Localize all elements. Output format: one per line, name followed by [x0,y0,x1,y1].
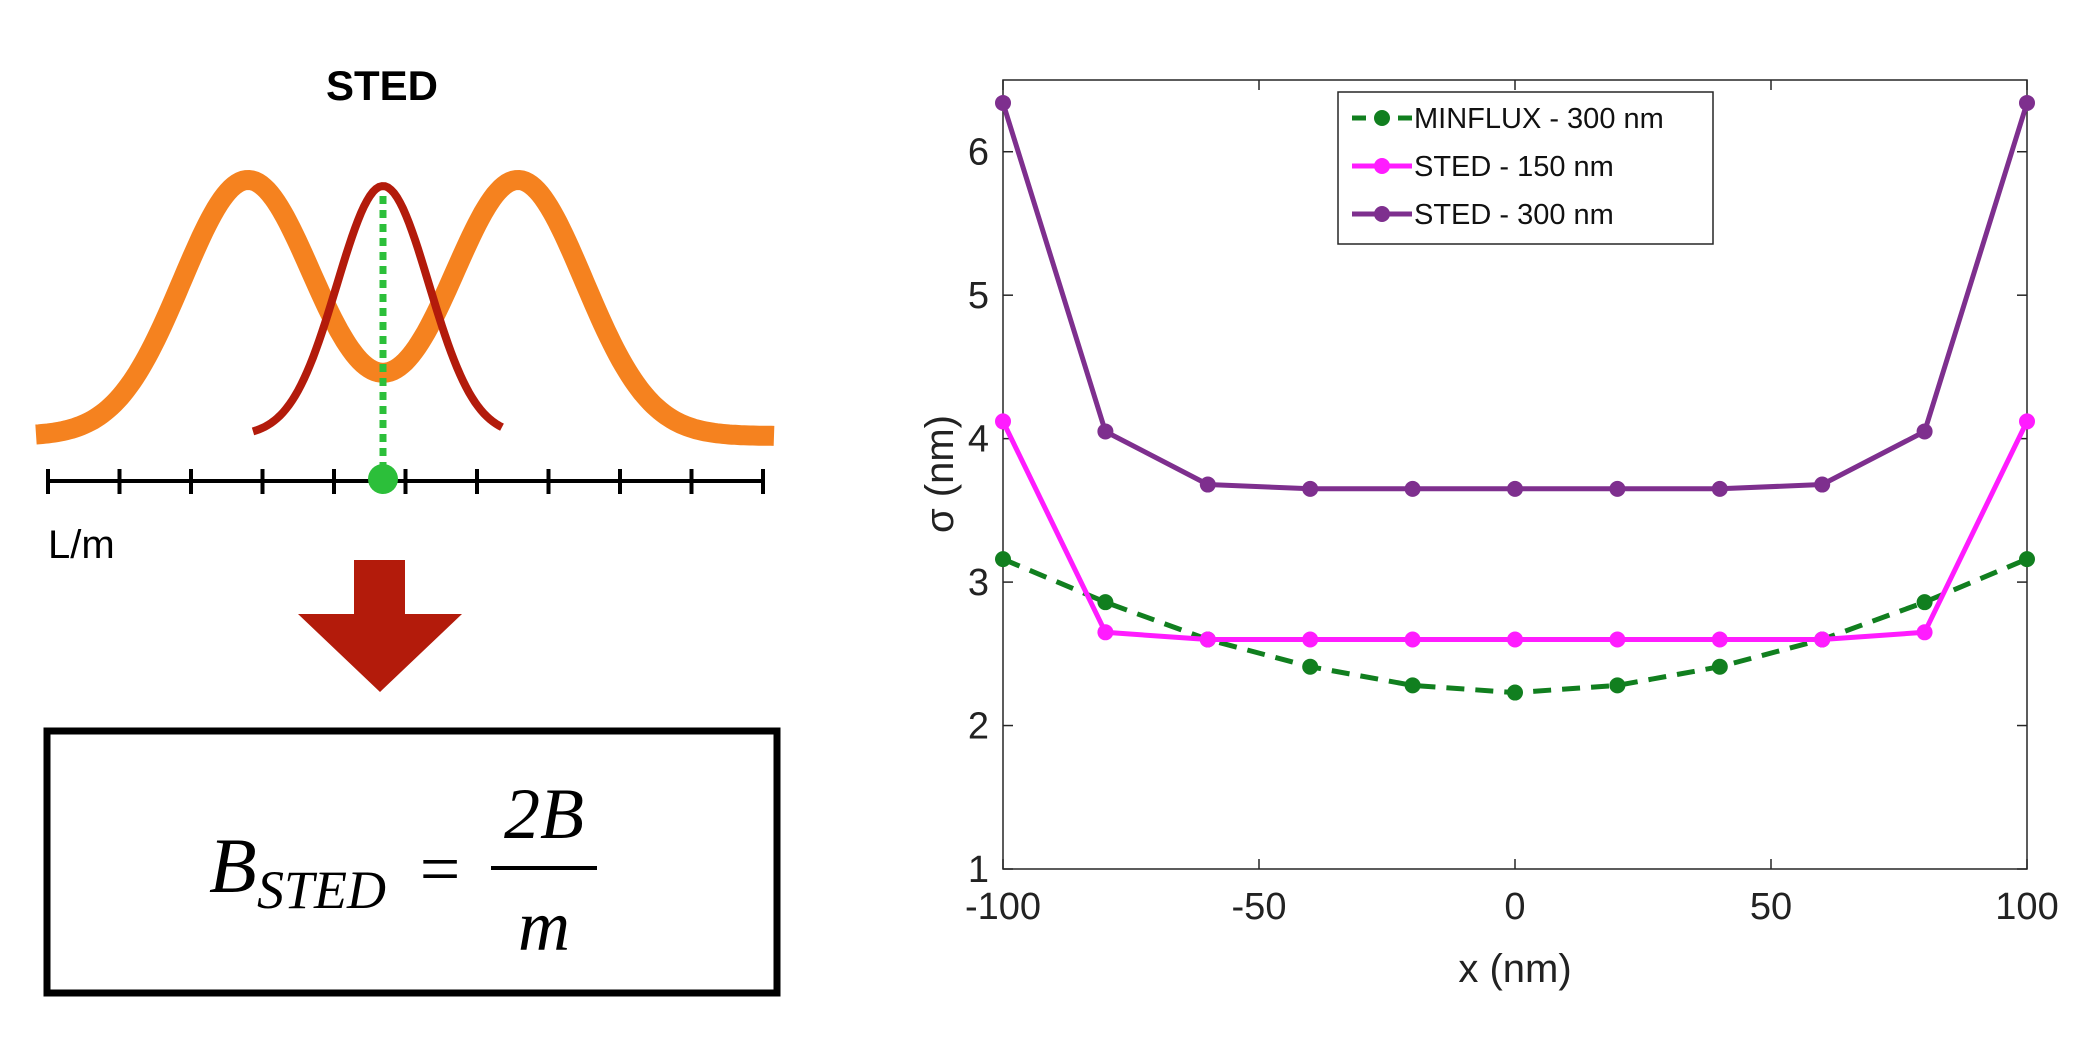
x-axis-ticks: -100 -50 0 50 100 [965,80,2059,928]
data-point [995,413,1011,430]
formula-denominator: m [518,886,570,966]
series-minflux-300-nm [995,551,2035,701]
data-point [1404,631,1421,648]
center-position-dot [368,464,398,494]
x-axis-label: x (nm) [1458,947,1571,991]
data-point [995,551,1011,568]
donut-profile-curve [35,169,775,446]
data-point [1302,631,1319,648]
data-point [1199,631,1216,648]
formula-numerator: 2B [504,774,584,854]
data-point [1097,624,1114,641]
y-tick-label: 4 [968,419,989,461]
formula: B STED = 2B m [209,774,597,966]
data-point [1302,480,1319,497]
data-point [1711,480,1728,497]
y-tick-label: 3 [968,562,989,604]
legend-marker [1374,206,1390,222]
data-point [1711,631,1728,648]
x-tick-label: -50 [1232,886,1287,928]
series-line [1000,420,2030,642]
y-tick-label: 2 [968,706,989,748]
data-point [995,94,1011,111]
data-point [1814,631,1831,648]
y-tick-label: 5 [968,275,989,317]
legend-marker [1374,110,1390,126]
data-point [1609,677,1626,694]
data-point [1916,423,1933,440]
data-point [1097,423,1114,440]
formula-equals: = [420,829,461,909]
sigma-vs-x-chart: -100 -50 0 50 100 1 2 3 4 5 6 x (nm) σ (nm) MINFL… [918,79,2059,991]
data-point [1404,480,1421,497]
legend-label: MINFLUX - 300 nm [1414,103,1664,135]
y-axis-ticks: 1 2 3 4 5 6 [968,132,2027,891]
data-point [1507,480,1523,497]
data-point [2019,551,2035,568]
legend-label: STED - 150 nm [1414,151,1614,183]
formula-box [43,727,781,997]
x-tick-label: 0 [1504,886,1525,928]
data-point [1302,658,1319,675]
excitation-profile-curve [251,182,504,436]
data-point [1097,594,1114,611]
data-point [1404,677,1421,694]
legend-entry: MINFLUX - 300 nm [1352,103,1664,135]
legend-label: STED - 300 nm [1414,199,1614,231]
y-tick-label: 6 [968,132,989,174]
data-point [1609,480,1626,497]
data-point [1711,658,1728,675]
legend-entry: STED - 150 nm [1352,151,1614,183]
data-point [1916,624,1933,641]
down-arrow-icon [298,560,462,692]
legend-marker [1374,158,1390,174]
data-point [2019,413,2035,430]
data-point [1916,594,1933,611]
series-line [1002,556,2028,696]
data-point [1507,631,1523,648]
formula-lhs-subscript: STED [257,860,386,920]
x-tick-label: 100 [1995,886,2058,928]
data-point [1199,476,1216,493]
data-point [1609,631,1626,648]
x-tick-label: 50 [1750,886,1792,928]
series-layer [995,94,2035,701]
formula-lhs-base: B [209,822,257,909]
data-point [1507,684,1523,701]
sted-title: STED [326,62,438,109]
series-sted-150-nm [995,413,2035,648]
scale-bar-ticks [46,469,765,494]
legend: MINFLUX - 300 nm STED - 150 nm STED - 300 … [1337,91,1714,245]
y-tick-label: 1 [968,849,989,891]
data-point [2019,94,2035,111]
sted-diagram: STED L/m B STED = 2B m [35,62,781,997]
y-axis-label: σ (nm) [918,415,962,533]
legend-entry: STED - 300 nm [1352,199,1614,231]
data-point [1814,476,1831,493]
series-sted-300-nm [995,94,2035,497]
x-tick-label: -100 [965,886,1041,928]
scale-label: L/m [48,523,115,567]
